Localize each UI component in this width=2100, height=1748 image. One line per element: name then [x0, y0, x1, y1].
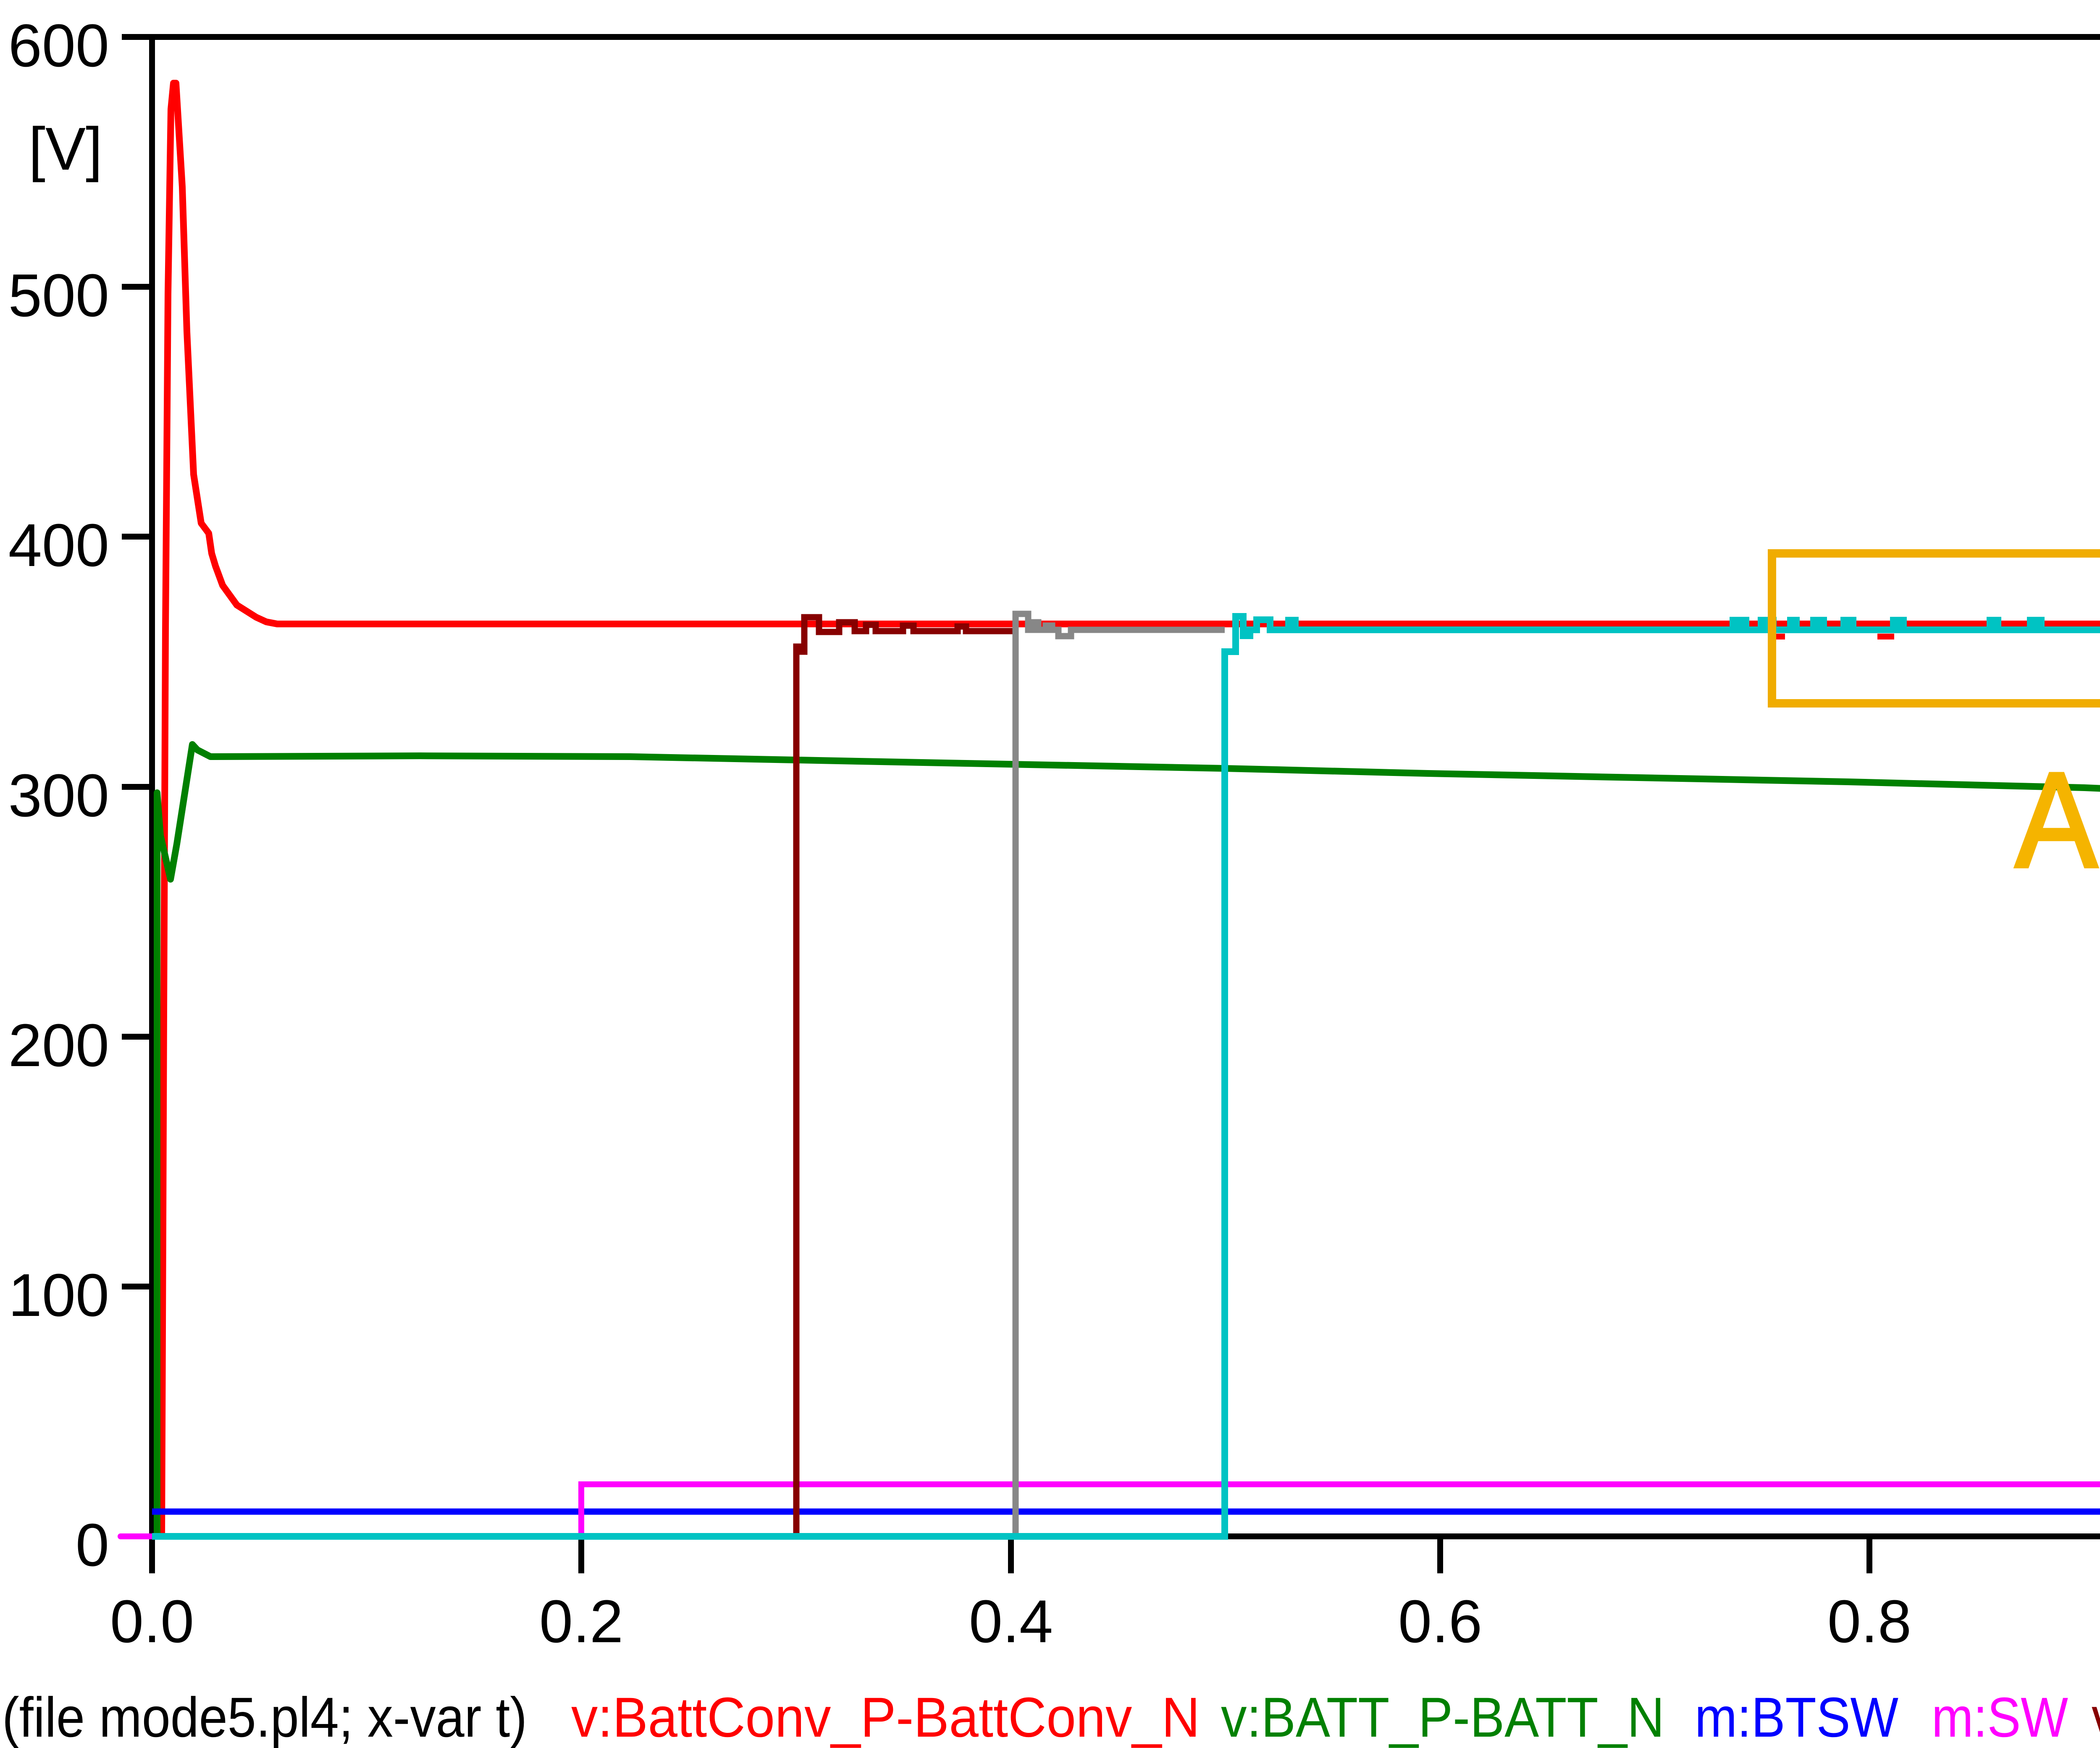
svg-text:m:BTSW: m:BTSW [1695, 1686, 1898, 1748]
svg-text:0.6: 0.6 [1398, 1588, 1482, 1655]
svg-text:0.8: 0.8 [1827, 1588, 1911, 1655]
svg-text:200: 200 [8, 1012, 109, 1079]
svg-text:0.4: 0.4 [969, 1588, 1053, 1655]
svg-text:0.0: 0.0 [110, 1588, 194, 1655]
svg-text:0.2: 0.2 [539, 1588, 623, 1655]
svg-text:(file mode5.pl4; x-var t): (file mode5.pl4; x-var t) [2, 1686, 527, 1748]
svg-text:m:SW: m:SW [1932, 1686, 2068, 1748]
svg-text:A: A [2016, 745, 2098, 896]
svg-text:v:BATT_P-BATT_N: v:BATT_P-BATT_N [1221, 1686, 1664, 1748]
svg-text:400: 400 [8, 511, 109, 579]
svg-text:100: 100 [8, 1261, 109, 1329]
svg-text:0: 0 [76, 1511, 109, 1579]
svg-text:300: 300 [8, 762, 109, 829]
svg-text:v:BattConv_P-BattConv_N: v:BattConv_P-BattConv_N [571, 1686, 1200, 1748]
svg-text:v:1Fp: v:1Fp [2092, 1686, 2100, 1748]
svg-text:[V]: [V] [29, 115, 102, 183]
svg-text:500: 500 [8, 262, 109, 329]
svg-text:600: 600 [8, 12, 109, 79]
